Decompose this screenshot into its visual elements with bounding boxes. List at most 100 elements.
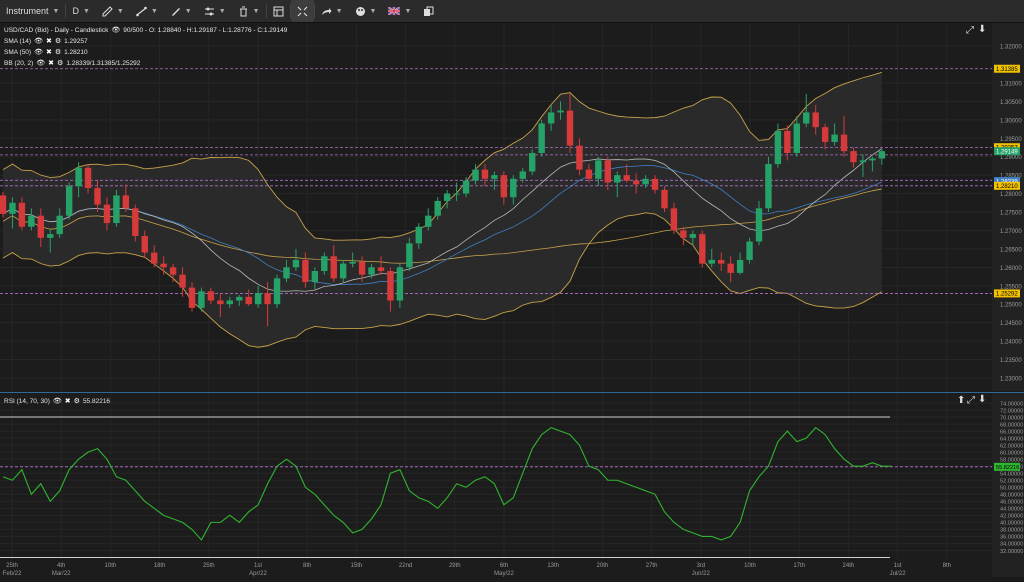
time-tick-label: 15th <box>351 563 363 569</box>
rsi-value: 55.82216 <box>82 397 111 405</box>
eye-icon[interactable]: 👁 <box>111 27 121 34</box>
toolbar-divider <box>265 4 267 18</box>
trash-icon <box>239 6 247 16</box>
candle-body <box>340 263 347 279</box>
chevron-down-icon: ▼ <box>335 7 343 15</box>
candle-body <box>292 259 300 268</box>
line-tools-button[interactable]: ▼ <box>130 0 164 22</box>
copy-button[interactable] <box>417 0 440 22</box>
arrow-down-icon[interactable]: ⬇ <box>978 24 987 35</box>
expand-panel-icon[interactable]: ⤢ <box>967 395 975 406</box>
chevron-down-icon: ▼ <box>116 7 124 15</box>
candle-body <box>614 175 621 183</box>
candle-body <box>859 160 867 163</box>
share-button[interactable]: ▼ <box>315 0 349 22</box>
rsi-chart[interactable]: 25th Feb/22 4th Mar/22 10th 18th 25th 1st Apr/22… <box>0 393 1024 577</box>
candle-body <box>604 160 611 183</box>
layout-button[interactable] <box>267 0 290 22</box>
close-icon[interactable]: ✖ <box>45 38 52 45</box>
rsi-panel[interactable]: 25th Feb/22 4th Mar/22 10th 18th 25th 1st Apr/22… <box>0 392 1024 577</box>
eye-icon[interactable]: 👁 <box>34 38 43 45</box>
gear-icon[interactable]: ⚙ <box>54 38 62 45</box>
candle-body <box>321 256 328 271</box>
share-icon <box>321 7 332 15</box>
candle-body <box>831 134 838 142</box>
candle-body <box>595 160 602 179</box>
gear-icon[interactable]: ⚙ <box>54 49 62 56</box>
price-badge-label: 1.29149 <box>996 149 1018 155</box>
arrow-down-icon[interactable]: ⬇ <box>978 394 987 405</box>
time-tick-month: May/22 <box>494 571 514 577</box>
candle-body <box>481 169 489 179</box>
rsi-tick-label: 42.00000 <box>1000 514 1023 520</box>
eye-icon[interactable]: 👁 <box>34 49 43 56</box>
candle-body <box>547 112 555 124</box>
delete-button[interactable]: ▼ <box>232 0 266 22</box>
candle-body <box>462 180 470 194</box>
price-chart-panel[interactable]: 1.32000 1.31000 1.30500 1.30000 1.29500 1.290… <box>0 23 1024 391</box>
pencil-icon <box>102 5 113 16</box>
candle-body <box>434 200 441 216</box>
rsi-tick-label: 74.00000 <box>1000 401 1023 407</box>
price-badge <box>994 177 1020 186</box>
candle-body <box>670 208 678 231</box>
chevron-down-icon: ▼ <box>82 7 90 15</box>
candle-body <box>765 164 772 209</box>
price-tick-label: 1.28000 <box>1000 192 1022 198</box>
time-tick-label: 27th <box>646 563 658 569</box>
time-tick-label: 22nd <box>399 563 412 569</box>
candle-body <box>198 291 205 308</box>
language-button[interactable]: ▼ <box>382 0 417 22</box>
drawing-tools-button[interactable]: ▼ <box>96 0 130 22</box>
settings-tools-button[interactable]: ▼ <box>198 0 232 22</box>
candle-body <box>28 215 35 227</box>
time-tick-label: 10th <box>105 563 117 569</box>
candle-body <box>37 215 44 238</box>
close-icon[interactable]: ✖ <box>48 60 55 67</box>
eye-icon[interactable]: 👁 <box>36 60 46 67</box>
expand-panel-icon[interactable]: ⤢ <box>966 25 974 36</box>
instrument-dropdown[interactable]: Instrument ▼ <box>0 0 65 22</box>
time-tick-label: 1st <box>894 563 902 569</box>
line-tool-icon <box>136 6 147 16</box>
time-tick-label: 10th <box>744 563 756 569</box>
rsi-tick-label: 46.00000 <box>1000 500 1023 506</box>
theme-button[interactable]: ▼ <box>349 0 383 22</box>
price-tick-label: 1.29500 <box>1000 137 1022 143</box>
price-badge-label: 1.28210 <box>996 184 1018 190</box>
chevron-down-icon: ▼ <box>404 7 412 15</box>
candle-body <box>18 202 26 227</box>
time-tick-label: 8th <box>943 563 951 569</box>
candle-body <box>443 193 451 201</box>
gear-icon[interactable]: ⚙ <box>73 398 80 405</box>
shapes-button[interactable]: ▼ <box>164 0 198 22</box>
close-icon[interactable]: ✖ <box>64 398 71 405</box>
time-tick-label: 20th <box>597 563 609 569</box>
rsi-tick-label: 44.00000 <box>1000 507 1023 513</box>
rsi-tick-label: 38.00000 <box>1000 528 1023 534</box>
chevron-down-icon: ▼ <box>184 7 192 15</box>
arrow-up-icon[interactable]: ⬆ <box>957 395 966 406</box>
candle-body <box>529 153 536 172</box>
close-icon[interactable]: ✖ <box>45 49 52 56</box>
price-tick-label: 1.27500 <box>1000 211 1022 217</box>
price-tick-label: 1.24000 <box>1000 340 1022 346</box>
price-badge <box>994 147 1020 156</box>
gear-icon[interactable]: ⚙ <box>57 60 64 67</box>
candle-body <box>736 259 744 273</box>
toolbar: Instrument ▼ D ▼ ▼ ▼ ▼ ▼ ▼ ▼ ▼ <box>0 0 1024 23</box>
eye-icon[interactable]: 👁 <box>52 398 62 405</box>
candle-body <box>708 259 715 264</box>
price-tick-label: 1.28500 <box>1000 174 1022 180</box>
rsi-tick-label: 66.00000 <box>1000 429 1023 435</box>
candle-body <box>330 256 337 279</box>
candle-body <box>75 167 82 187</box>
uk-flag-icon <box>388 7 401 15</box>
price-tick-label: 1.27000 <box>1000 229 1022 235</box>
time-tick-month: Jun/22 <box>692 571 711 577</box>
timeframe-dropdown[interactable]: D ▼ <box>66 0 95 22</box>
price-chart[interactable]: 1.32000 1.31000 1.30500 1.30000 1.29500 1.290… <box>0 23 1024 391</box>
candle-body <box>132 208 139 236</box>
fullscreen-button[interactable] <box>290 0 314 22</box>
candle-body <box>689 234 697 238</box>
